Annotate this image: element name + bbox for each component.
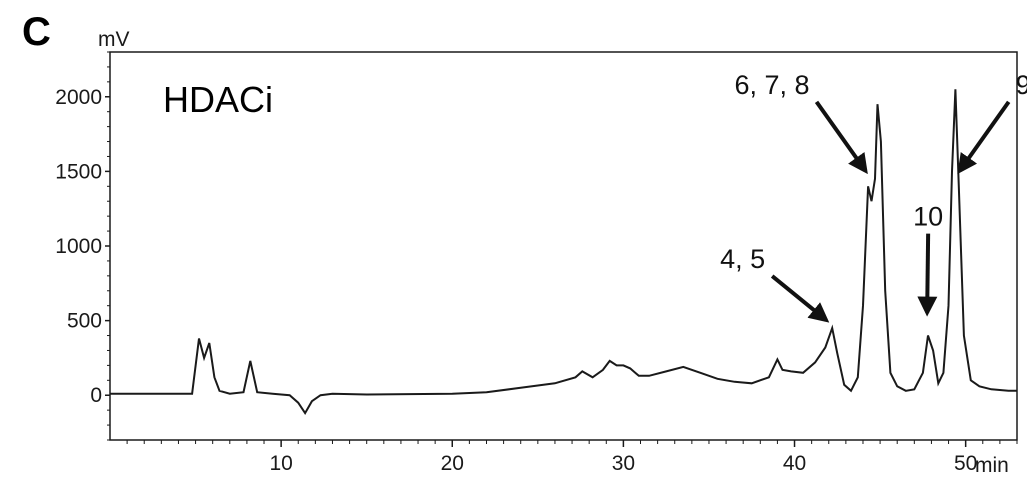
y-tick-label: 1000 (55, 235, 102, 258)
x-tick-label: 30 (612, 452, 635, 475)
y-axis: 0 500 1000 1500 2000 (55, 51, 110, 441)
y-tick-label: 2000 (55, 86, 102, 109)
annotation-arrow (957, 100, 1011, 175)
peak-label: 6, 7, 8 (734, 70, 809, 100)
peak-annotations: 4, 5 6, 7, 8 10 9 (720, 70, 1027, 323)
x-tick-label: 10 (269, 452, 292, 475)
y-tick-label: 1500 (55, 160, 102, 183)
x-axis: 10 20 30 40 50 (126, 440, 1018, 475)
annotation-arrow (770, 274, 830, 323)
inset-label: HDACi (163, 79, 273, 120)
y-tick-label: 500 (67, 310, 102, 333)
x-tick-label: 20 (441, 452, 464, 475)
panel-label: C (22, 10, 51, 54)
y-tick-label: 0 (90, 384, 102, 407)
x-tick-label: 40 (783, 452, 806, 475)
y-axis-unit-label: mV (98, 28, 130, 51)
peak-label: 4, 5 (720, 244, 765, 274)
peak-label: 10 (913, 202, 943, 232)
trace-line (110, 89, 1017, 416)
annotation-arrow (917, 233, 938, 317)
x-axis-unit-label: min (975, 454, 1009, 477)
annotation-arrow (814, 100, 868, 175)
peak-label: 9 (1016, 70, 1027, 100)
x-tick-label: 50 (954, 452, 977, 475)
